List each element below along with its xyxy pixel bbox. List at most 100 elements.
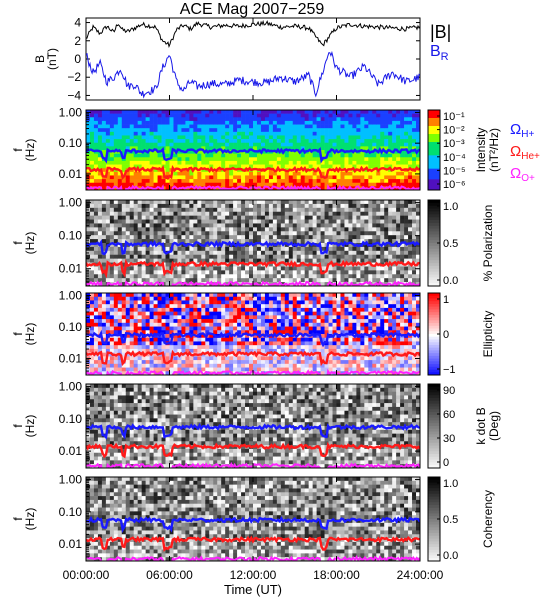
spectrogram-cell: [129, 131, 135, 136]
spectrogram-cell: [149, 171, 154, 176]
spectrogram-cell: [165, 258, 170, 263]
spectrogram-cell: [332, 258, 337, 263]
spectrogram-cell: [249, 262, 254, 267]
spectrogram-cell: [237, 239, 242, 244]
spectrogram-cell: [137, 326, 142, 331]
spectrogram-cell: [396, 139, 401, 144]
spectrogram-cell: [209, 135, 214, 140]
spectrogram-cell: [209, 211, 214, 216]
spectrogram-cell: [272, 153, 278, 158]
spectrogram-cell: [300, 135, 305, 140]
spectrogram-cell: [153, 266, 158, 271]
spectrogram-cell: [141, 157, 146, 162]
spectrogram-cell: [125, 254, 131, 259]
spectrogram-cell: [408, 223, 413, 228]
spectrogram-cell: [332, 250, 337, 256]
spectrogram-cell: [213, 307, 218, 312]
spectrogram-cell: [161, 326, 166, 331]
spectrogram-cell: [268, 315, 274, 320]
spectrogram-cell: [165, 315, 170, 320]
spectrogram-cell: [268, 117, 274, 122]
spectrogram-cell: [86, 254, 91, 259]
spectrogram-cell: [141, 367, 146, 372]
spectrogram-cell: [217, 211, 222, 216]
spectrogram-cell: [384, 266, 389, 271]
spectrogram-cell: [173, 160, 178, 165]
spectrogram-cell: [249, 304, 254, 309]
spectrogram-cell: [177, 219, 182, 224]
spectrogram-cell: [400, 231, 405, 236]
spectrogram-cell: [93, 227, 99, 232]
colorbar-cell: [428, 187, 440, 191]
spectrogram-cell: [256, 235, 262, 240]
spectrogram-cell: [193, 203, 198, 209]
spectrogram-cell: [229, 139, 234, 144]
spectrogram-cell: [308, 153, 313, 158]
spectrogram-cell: [225, 239, 230, 244]
spectrogram-cell: [109, 348, 115, 353]
spectrogram-cell: [165, 239, 170, 244]
spectrogram-cell: [256, 200, 262, 205]
spectrogram-cell: [284, 293, 290, 298]
colorbar-cell: [428, 126, 440, 130]
spectrogram-cell: [400, 157, 405, 162]
spectrogram-cell: [376, 157, 381, 162]
spectrogram-cell: [237, 322, 242, 327]
spectrogram-cell: [268, 113, 274, 118]
spectrogram-cell: [197, 150, 202, 154]
spectrogram-cell: [237, 160, 242, 165]
spectrogram-cell: [332, 278, 337, 283]
spectrogram-cell: [400, 120, 405, 125]
spectrogram-cell: [97, 239, 103, 244]
spectrogram-cell: [312, 150, 317, 154]
spectrogram-cell: [316, 231, 321, 236]
spectrogram-cell: [86, 304, 91, 309]
spectrogram-cell: [268, 239, 274, 244]
spectrogram-cell: [376, 278, 381, 283]
spectrogram-cell: [312, 246, 317, 252]
spectrogram-cell: [368, 254, 373, 259]
spectrogram-cell: [117, 110, 123, 114]
spectrogram-cell: [404, 150, 409, 154]
spectrogram-cell: [380, 211, 385, 216]
spectrogram-cell: [352, 246, 357, 252]
spectrogram-cell: [256, 311, 262, 316]
spectrogram-cell: [380, 246, 385, 252]
colorbar-cell: [428, 171, 440, 175]
spectrogram-cell: [117, 128, 123, 133]
spectrogram-cell: [117, 348, 123, 353]
spectrogram-cell: [217, 227, 222, 232]
spectrogram-cell: [149, 124, 154, 129]
spectrogram-cell: [245, 160, 250, 165]
spectrogram-image: [86, 293, 420, 375]
gyro-line: [86, 146, 420, 164]
spectrogram-cell: [412, 117, 417, 122]
spectrogram-cell: [209, 203, 214, 209]
spectrogram-cell: [181, 200, 186, 205]
spectrogram-cell: [109, 315, 115, 320]
spectrogram-cell: [392, 254, 397, 259]
spectrogram-cell: [280, 182, 286, 187]
spectrogram-cell: [113, 239, 119, 244]
spectrogram-cell: [229, 304, 234, 309]
spectrogram-cell: [416, 246, 420, 252]
spectrogram-cell: [121, 227, 127, 232]
spectrogram-cell: [209, 146, 214, 151]
spectrogram-cell: [101, 168, 107, 173]
spectrogram-cell: [288, 266, 294, 271]
spectrogram-cell: [344, 175, 349, 180]
spectrogram-cell: [97, 360, 103, 365]
spectrogram-cell: [197, 322, 202, 327]
spectrogram-cell: [364, 278, 369, 283]
spectrogram-cell: [225, 304, 230, 309]
spectrogram-cell: [173, 120, 178, 125]
spectrogram-cell: [221, 243, 226, 248]
spectrogram-cell: [101, 171, 107, 176]
spectrogram-cell: [308, 142, 313, 147]
spectrogram-cell: [384, 282, 389, 286]
spectrogram-cell: [272, 258, 278, 263]
spectrogram-cell: [237, 246, 242, 252]
spectrogram-cell: [344, 110, 349, 114]
spectrogram-cell: [336, 142, 341, 147]
